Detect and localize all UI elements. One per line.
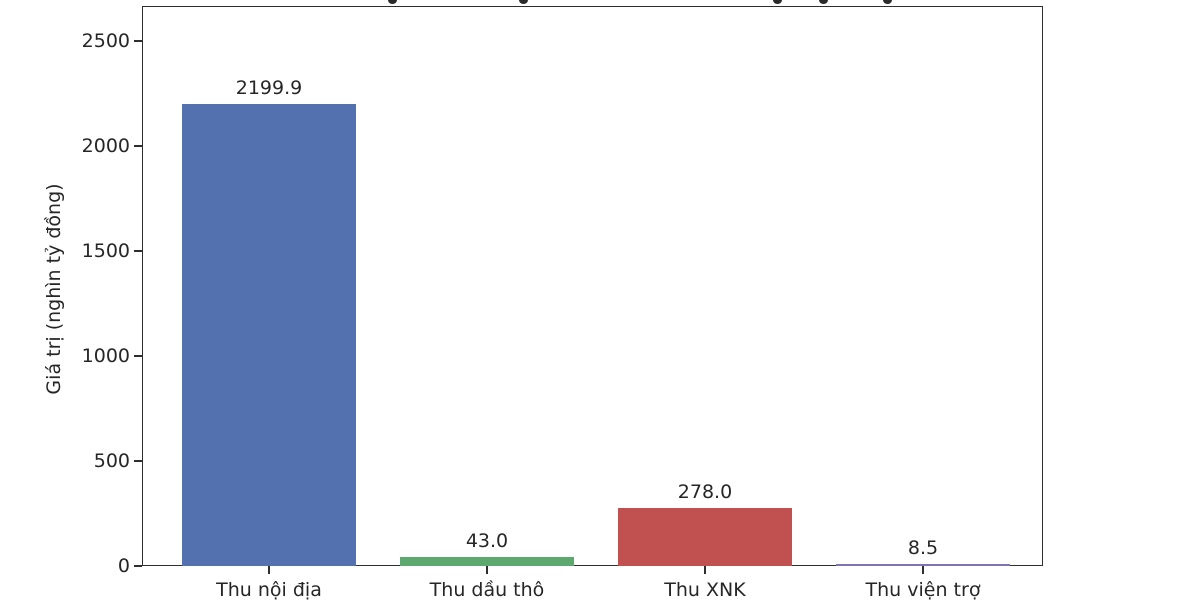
bar (836, 564, 1010, 566)
x-tick-mark (922, 566, 924, 574)
y-tick-label: 2500 (81, 30, 130, 53)
bar-value-label: 278.0 (677, 481, 733, 503)
clipped-title-descender-fragment (882, 0, 892, 4)
y-tick-label: 1500 (81, 240, 130, 263)
bar-value-label: 2199.9 (235, 77, 303, 99)
clipped-title-descender-fragment (518, 0, 528, 4)
bar-value-label: 8.5 (907, 537, 939, 559)
x-tick-label: Thu dầu thô (429, 579, 545, 601)
clipped-title-descender-fragment (818, 0, 828, 4)
x-tick-mark (268, 566, 270, 574)
y-tick-label: 0 (117, 555, 130, 577)
y-tick-mark (134, 355, 142, 357)
y-tick-mark (134, 40, 142, 42)
x-tick-label: Thu XNK (664, 579, 746, 601)
clipped-title-descender-fragment (772, 0, 782, 4)
bar (182, 104, 356, 566)
x-tick-label: Thu viện trợ (865, 579, 981, 601)
y-tick-label: 500 (93, 450, 130, 472)
x-tick-mark (704, 566, 706, 574)
x-tick-label: Thu nội địa (216, 579, 322, 601)
bar-value-label: 43.0 (465, 530, 509, 552)
x-tick-mark (486, 566, 488, 574)
bar (618, 508, 792, 566)
y-tick-mark (134, 250, 142, 252)
y-tick-label: 1000 (81, 345, 130, 368)
bar (400, 557, 574, 566)
y-tick-mark (134, 460, 142, 462)
y-tick-label: 2000 (81, 135, 130, 158)
clipped-title-descender-fragment (387, 0, 397, 4)
y-tick-mark (134, 565, 142, 567)
y-tick-mark (134, 145, 142, 147)
